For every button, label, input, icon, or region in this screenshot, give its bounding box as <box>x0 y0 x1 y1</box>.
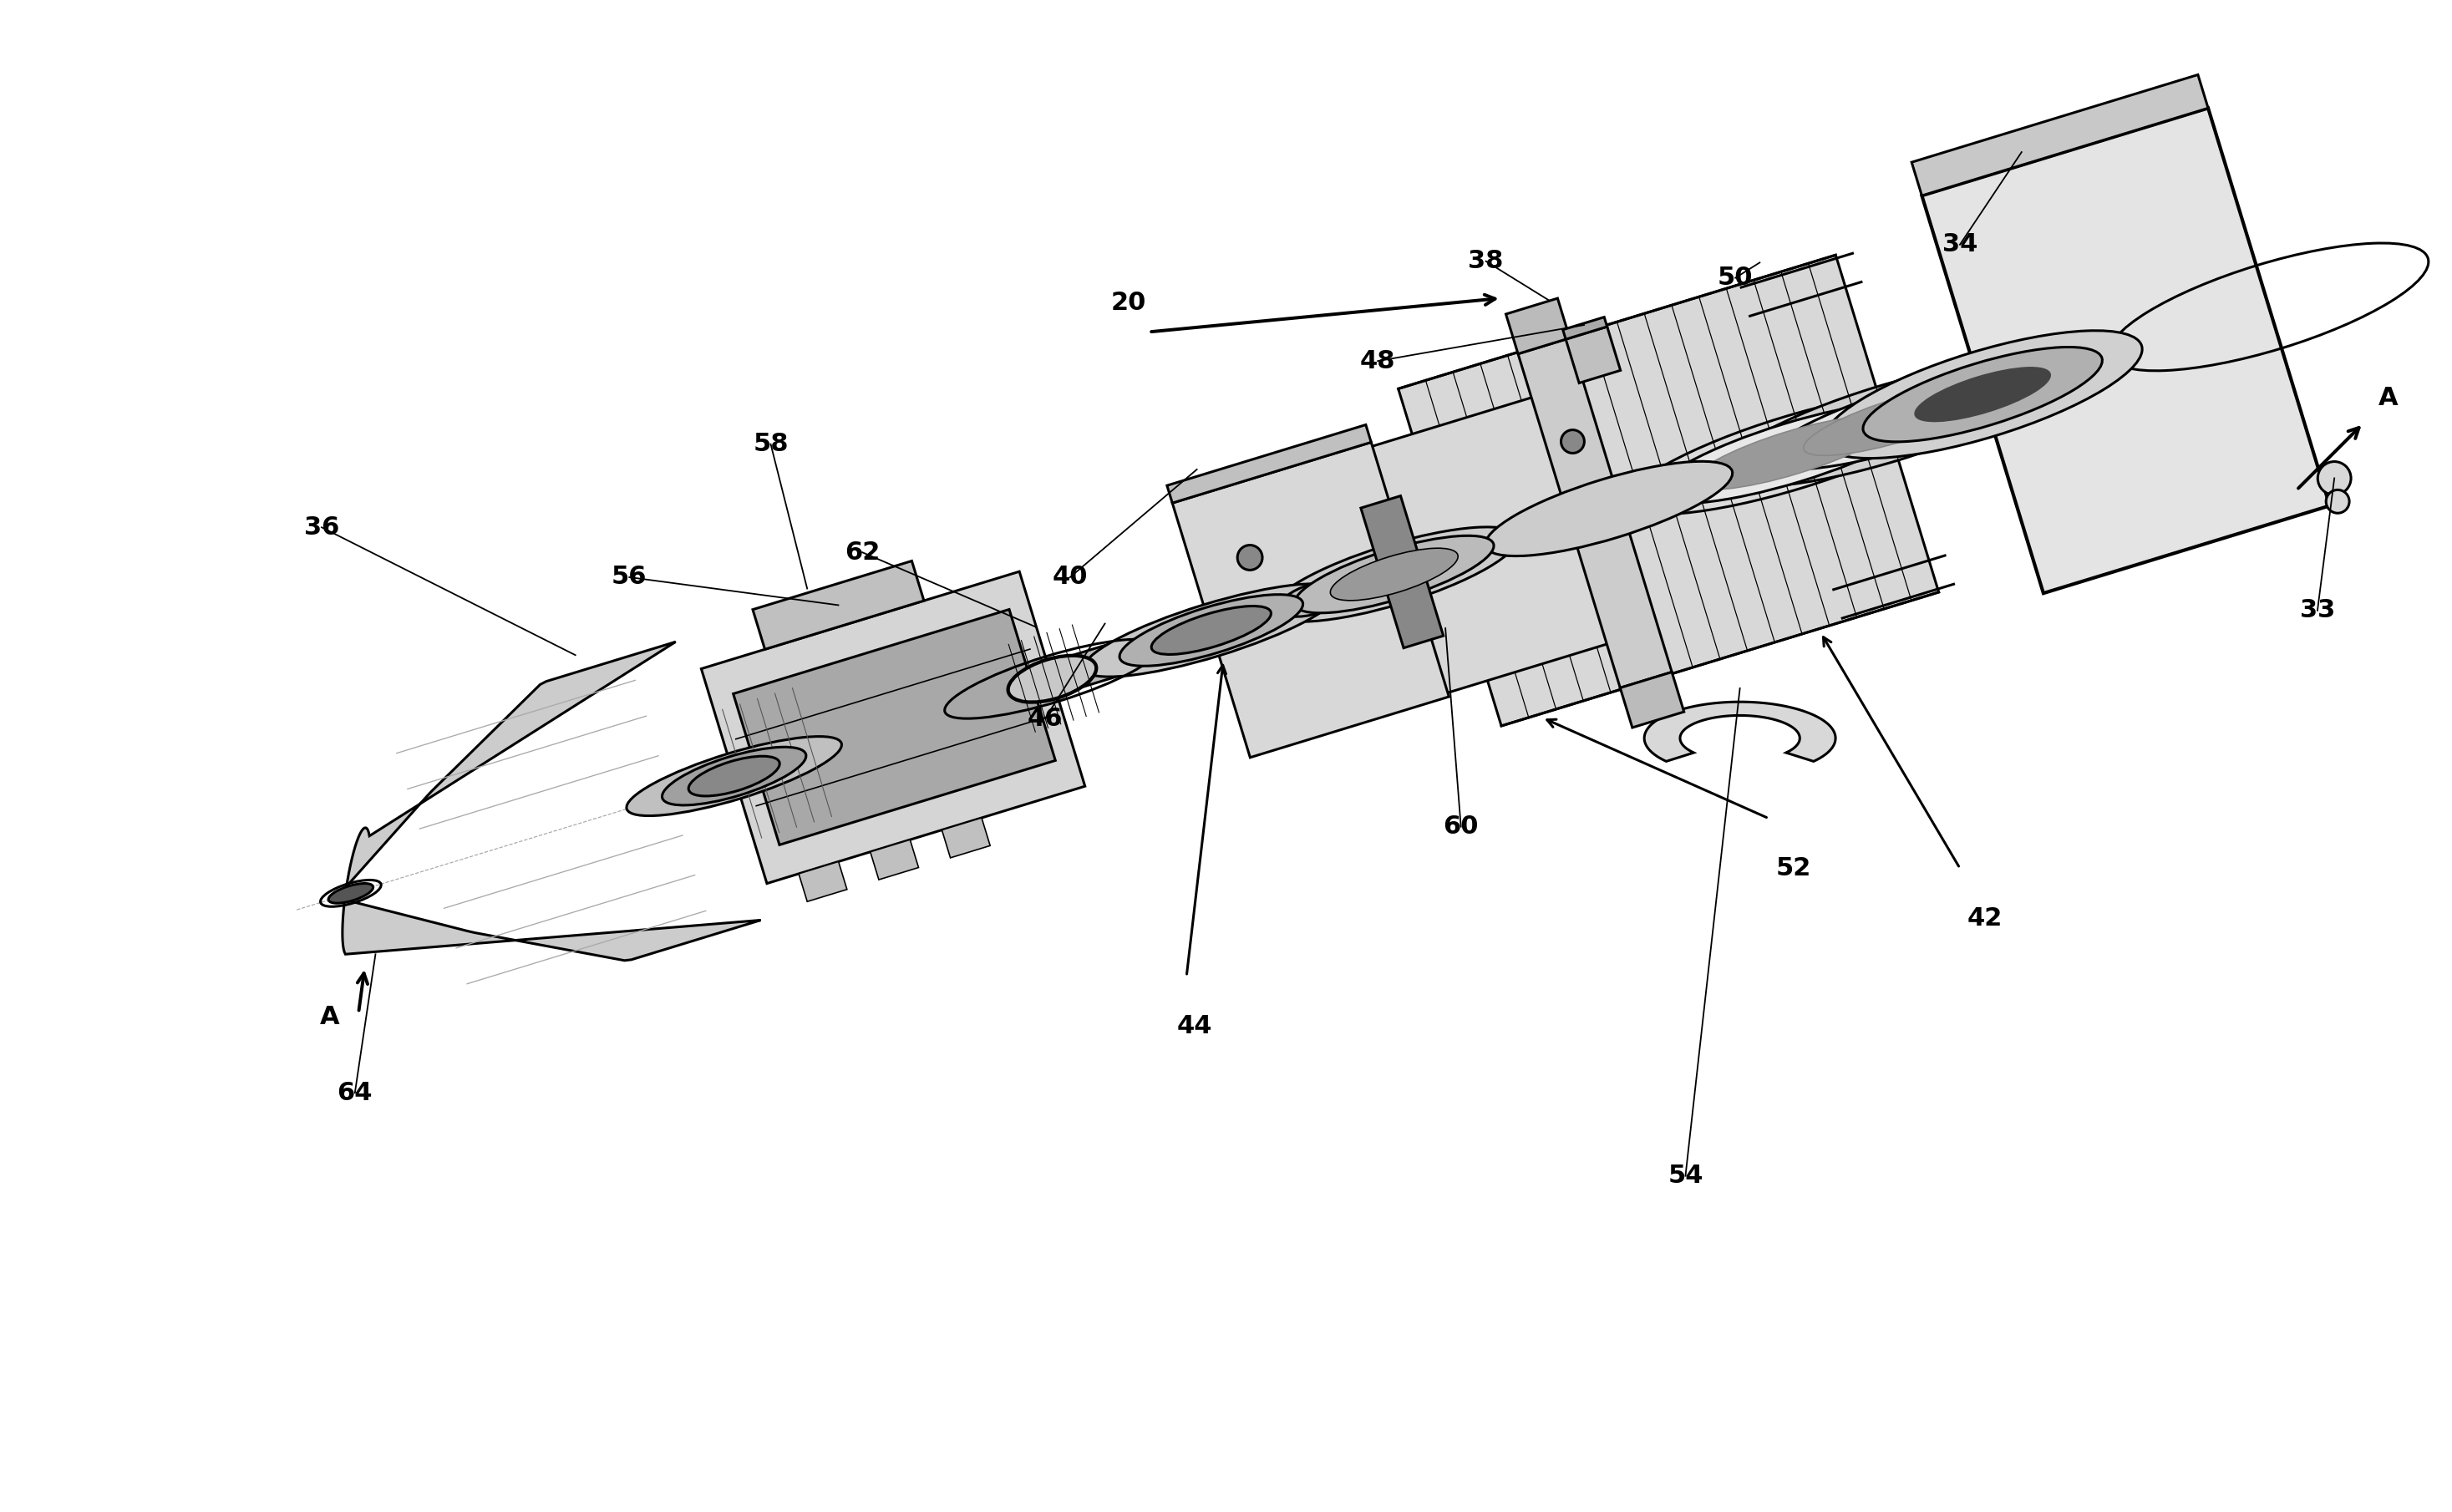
Polygon shape <box>912 565 1376 736</box>
Ellipse shape <box>1692 416 1890 490</box>
Ellipse shape <box>1008 656 1096 702</box>
Ellipse shape <box>1805 383 2003 455</box>
Text: 62: 62 <box>843 540 880 564</box>
Text: 42: 42 <box>1967 906 2003 930</box>
Text: 56: 56 <box>611 565 647 590</box>
Text: 40: 40 <box>1052 565 1089 590</box>
Polygon shape <box>1506 298 1569 354</box>
Text: 58: 58 <box>753 432 790 457</box>
Polygon shape <box>1922 109 2329 593</box>
Ellipse shape <box>662 747 807 806</box>
Ellipse shape <box>1277 581 1351 617</box>
Text: 52: 52 <box>1775 856 1812 880</box>
Text: 36: 36 <box>304 516 338 540</box>
Ellipse shape <box>1824 331 2143 458</box>
Polygon shape <box>1398 256 1940 726</box>
Ellipse shape <box>1486 461 1734 556</box>
Polygon shape <box>1172 442 1449 758</box>
Text: 50: 50 <box>1716 266 1753 290</box>
Polygon shape <box>753 561 924 649</box>
Circle shape <box>1562 429 1584 454</box>
Polygon shape <box>701 572 1086 883</box>
Polygon shape <box>1361 496 1444 649</box>
Polygon shape <box>1645 702 1837 762</box>
Polygon shape <box>1518 339 1672 688</box>
Polygon shape <box>799 862 846 901</box>
Ellipse shape <box>1626 392 1957 514</box>
Polygon shape <box>1167 425 1371 503</box>
Polygon shape <box>1913 74 2209 195</box>
Text: A: A <box>2378 387 2398 411</box>
Polygon shape <box>733 609 1054 845</box>
Text: 54: 54 <box>1667 1164 1704 1188</box>
Text: 38: 38 <box>1469 249 1503 274</box>
Ellipse shape <box>1270 528 1518 621</box>
Ellipse shape <box>329 883 373 903</box>
Ellipse shape <box>1295 535 1493 612</box>
Ellipse shape <box>888 694 937 715</box>
Polygon shape <box>1621 671 1685 727</box>
Text: 44: 44 <box>1177 1015 1214 1039</box>
Polygon shape <box>1356 386 1648 697</box>
Polygon shape <box>942 818 991 857</box>
Ellipse shape <box>1121 594 1302 665</box>
Text: 60: 60 <box>1444 815 1479 839</box>
Ellipse shape <box>1719 360 2057 487</box>
Ellipse shape <box>1864 348 2101 442</box>
Ellipse shape <box>689 756 780 795</box>
Circle shape <box>1238 546 1263 570</box>
Ellipse shape <box>1915 367 2050 422</box>
Polygon shape <box>1562 318 1606 339</box>
Ellipse shape <box>628 736 841 816</box>
Ellipse shape <box>1152 606 1270 655</box>
Ellipse shape <box>1738 357 2069 481</box>
Circle shape <box>2317 461 2351 494</box>
Circle shape <box>2327 490 2349 513</box>
Ellipse shape <box>1084 584 1339 677</box>
Polygon shape <box>1567 327 1621 383</box>
Text: 34: 34 <box>1942 233 1979 257</box>
Ellipse shape <box>1280 494 1618 620</box>
Text: 46: 46 <box>1027 706 1062 730</box>
Text: A: A <box>319 1004 338 1030</box>
Text: 20: 20 <box>1111 290 1145 314</box>
Polygon shape <box>870 839 920 880</box>
Ellipse shape <box>1765 367 2040 469</box>
Ellipse shape <box>1655 402 1930 503</box>
Polygon shape <box>336 641 760 960</box>
Text: 64: 64 <box>338 1081 373 1105</box>
Ellipse shape <box>1331 549 1459 600</box>
Text: 33: 33 <box>2300 599 2334 623</box>
Text: 48: 48 <box>1361 349 1395 373</box>
